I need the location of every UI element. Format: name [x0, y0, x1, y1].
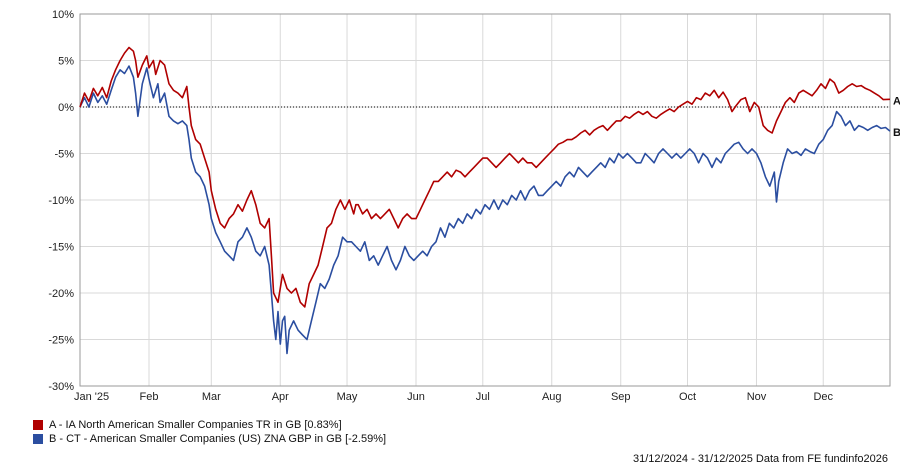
legend-label-b: B - CT - American Smaller Companies (US)… — [49, 433, 387, 445]
chart-legend: A - IA North American Smaller Companies … — [33, 418, 386, 446]
x-tick-label: Feb — [139, 391, 158, 403]
x-tick-label: Jun — [407, 391, 425, 403]
x-tick-label: Dec — [813, 391, 833, 403]
legend-label-a: A - IA North American Smaller Companies … — [49, 419, 342, 431]
legend-item-a: A - IA North American Smaller Companies … — [33, 418, 386, 432]
x-tick-label: Mar — [202, 391, 221, 403]
legend-item-b: B - CT - American Smaller Companies (US)… — [33, 432, 386, 446]
y-tick-label: -20% — [48, 288, 74, 300]
x-tick-label: Nov — [747, 391, 767, 403]
y-tick-label: -5% — [54, 149, 74, 161]
x-tick-label: Aug — [542, 391, 562, 403]
x-tick-label: Apr — [272, 391, 289, 403]
x-tick-label: May — [337, 391, 358, 403]
series-end-label-b: B — [893, 127, 900, 139]
x-tick-label: Jul — [476, 391, 490, 403]
x-tick-label: Jan '25 — [74, 391, 109, 403]
legend-swatch-a — [33, 420, 43, 430]
x-tick-label: Oct — [679, 391, 696, 403]
series-end-label-a: A — [893, 95, 900, 107]
series-line-b — [79, 65, 891, 355]
legend-swatch-b — [33, 434, 43, 444]
x-tick-label: Sep — [611, 391, 631, 403]
y-tick-label: 0% — [58, 102, 74, 114]
series-line-a — [79, 46, 891, 308]
data-source-footer: 31/12/2024 - 31/12/2025 Data from FE fun… — [632, 453, 888, 465]
y-tick-label: -30% — [48, 381, 74, 393]
y-tick-label: 5% — [58, 56, 74, 68]
plot-frame — [79, 13, 891, 387]
y-tick-label: -15% — [48, 242, 74, 254]
y-tick-label: 10% — [52, 9, 74, 21]
y-tick-label: -10% — [48, 195, 74, 207]
y-tick-label: -25% — [48, 335, 74, 347]
